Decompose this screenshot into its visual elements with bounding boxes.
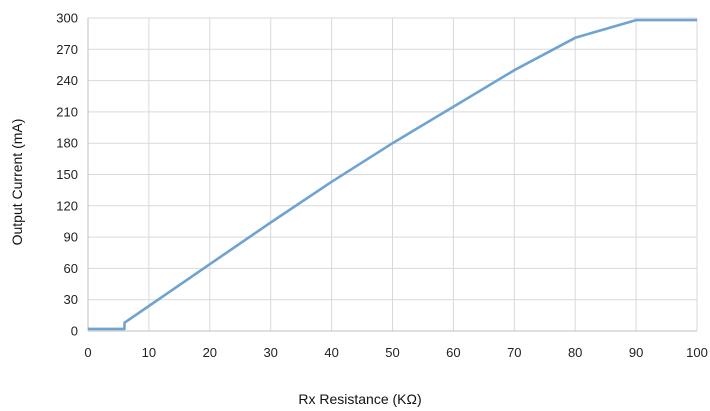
y-tick-label: 60: [64, 261, 78, 276]
y-tick-label: 0: [71, 324, 78, 339]
y-tick-label: 180: [56, 136, 78, 151]
y-tick-label: 270: [56, 42, 78, 57]
y-tick-label: 240: [56, 73, 78, 88]
y-tick-label: 90: [64, 230, 78, 245]
y-tick-label: 120: [56, 198, 78, 213]
x-tick-label: 0: [84, 345, 91, 360]
y-tick-label: 300: [56, 11, 78, 26]
tick-labels: 0 10 20 30 40 50 60 70 80 90 100 0 30 60 90 120 150 180 21…: [56, 11, 708, 361]
x-tick-label: 90: [629, 345, 643, 360]
x-tick-label: 30: [263, 345, 277, 360]
x-tick-label: 80: [568, 345, 582, 360]
x-tick-label: 60: [446, 345, 460, 360]
series-group: [88, 18, 697, 331]
x-tick-label: 40: [324, 345, 338, 360]
x-tick-label: 50: [385, 345, 399, 360]
x-tick-label: 70: [507, 345, 521, 360]
x-tick-label: 10: [142, 345, 156, 360]
y-axis-title: Output Current (mA): [9, 119, 25, 246]
x-tick-label: 20: [203, 345, 217, 360]
series-line: [88, 18, 697, 331]
y-tick-label: 150: [56, 167, 78, 182]
axes: [87, 18, 697, 332]
y-tick-label: 210: [56, 104, 78, 119]
y-tick-label: 30: [64, 292, 78, 307]
grid: [88, 17, 698, 331]
x-axis-title: Rx Resistance (KΩ): [298, 391, 421, 407]
x-tick-label: 100: [686, 345, 708, 360]
